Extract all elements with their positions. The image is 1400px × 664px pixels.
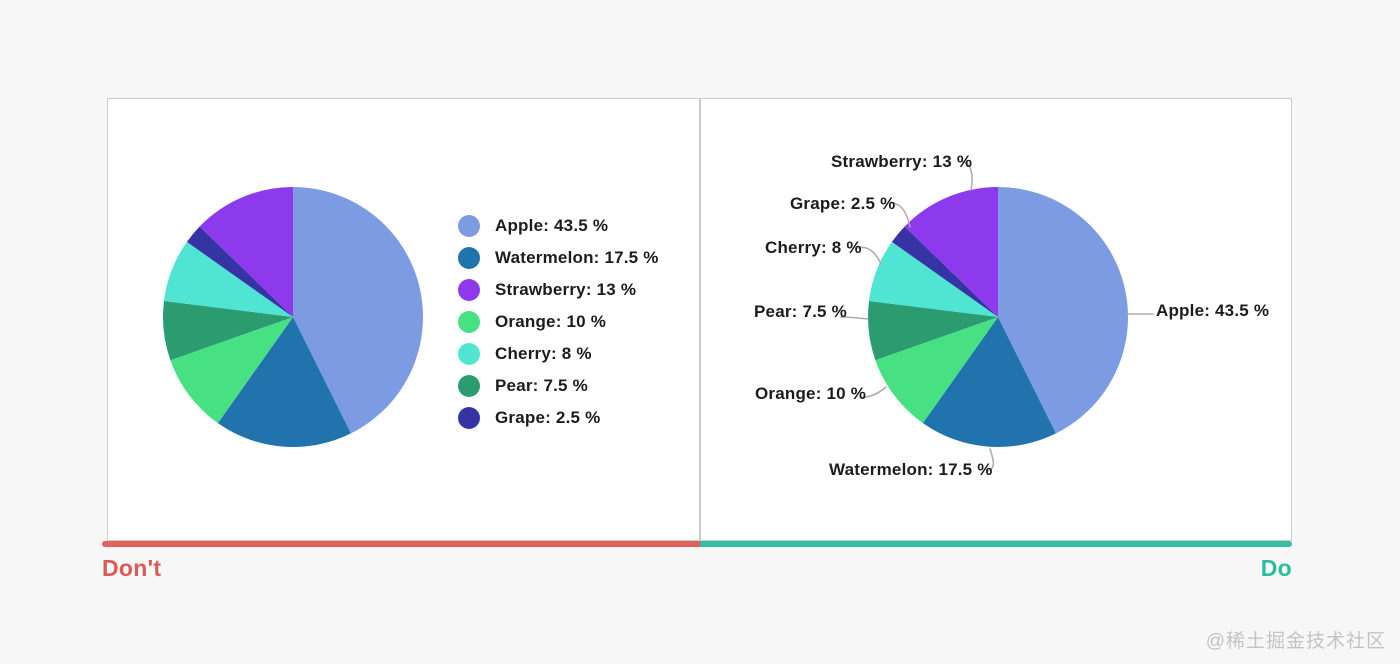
legend-item-pear: Pear: 7.5 % — [458, 375, 659, 397]
pie-slice-pear — [868, 301, 998, 361]
pie-slice-strawberry — [199, 187, 293, 317]
pie-slice-watermelon — [922, 317, 1056, 448]
legend-label-watermelon: Watermelon: 17.5 % — [495, 248, 659, 267]
legend-item-orange: Orange: 10 % — [458, 311, 659, 333]
slice-label-watermelon: Watermelon: 17.5 % — [829, 460, 993, 479]
legend-item-apple: Apple: 43.5 % — [458, 215, 659, 237]
pie-slice-strawberry — [904, 187, 998, 317]
legend-item-watermelon: Watermelon: 17.5 % — [458, 247, 659, 269]
pie-slice-cherry — [868, 241, 998, 317]
pie-chart-with-legend — [163, 187, 424, 448]
watermark: @稀土掘金技术社区 — [1205, 631, 1386, 652]
legend-swatch-grape — [458, 407, 480, 429]
pie-slice-grape — [186, 226, 293, 317]
legend-swatch-pear — [458, 375, 480, 397]
slice-label-cherry: Cherry: 8 % — [765, 238, 862, 257]
legend-item-cherry: Cherry: 8 % — [458, 343, 659, 365]
do-caption: Do — [1260, 555, 1292, 581]
pie-slice-orange — [170, 317, 293, 424]
slice-label-orange: Orange: 10 % — [755, 384, 867, 403]
legend-label-apple: Apple: 43.5 % — [495, 216, 609, 235]
pie-slice-grape — [891, 226, 998, 317]
pie-slice-watermelon — [217, 317, 351, 448]
legend-label-grape: Grape: 2.5 % — [495, 408, 601, 427]
dont-panel: Apple: 43.5 % Watermelon: 17.5 % Strawbe… — [107, 98, 700, 541]
legend-swatch-cherry — [458, 343, 480, 365]
do-panel: Strawberry: 13 % Grape: 2.5 % Cherry: 8 … — [700, 98, 1292, 541]
legend-label-cherry: Cherry: 8 % — [495, 344, 592, 363]
dont-caption: Don't — [102, 555, 162, 581]
legend-label-orange: Orange: 10 % — [495, 312, 607, 331]
slice-label-grape: Grape: 2.5 % — [790, 194, 896, 213]
slice-label-pear: Pear: 7.5 % — [754, 302, 847, 321]
legend-swatch-strawberry — [458, 279, 480, 301]
legend-swatch-apple — [458, 215, 480, 237]
pie-slice-orange — [875, 317, 998, 424]
pie-slice-apple — [998, 187, 1129, 434]
legend-item-strawberry: Strawberry: 13 % — [458, 279, 659, 301]
legend-item-grape: Grape: 2.5 % — [458, 407, 659, 429]
slice-label-apple: Apple: 43.5 % — [1156, 301, 1270, 320]
dont-underline — [102, 541, 700, 547]
pie-slice-pear — [163, 301, 293, 361]
pie-slice-apple — [293, 187, 424, 434]
legend-swatch-orange — [458, 311, 480, 333]
legend-swatch-watermelon — [458, 247, 480, 269]
pie-legend: Apple: 43.5 % Watermelon: 17.5 % Strawbe… — [458, 215, 659, 439]
pie-slice-cherry — [163, 241, 293, 317]
legend-label-pear: Pear: 7.5 % — [495, 376, 588, 395]
slice-label-strawberry: Strawberry: 13 % — [831, 152, 973, 171]
pie-chart-direct-labels — [868, 187, 1129, 448]
do-underline — [700, 541, 1292, 547]
legend-label-strawberry: Strawberry: 13 % — [495, 280, 637, 299]
